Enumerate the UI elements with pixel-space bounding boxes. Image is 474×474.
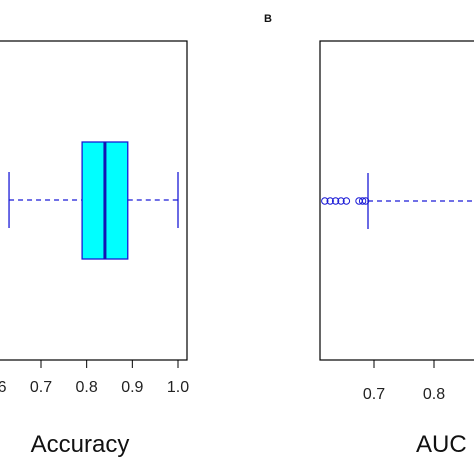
panel-b-outlier-point (361, 197, 370, 205)
panel-a-accuracy: 0.6 0.7 0.8 0.9 1.0 Accuracy (0, 40, 189, 458)
panel-b-letter: B (264, 13, 272, 25)
panel-b-outlier-point (337, 197, 345, 205)
panel-a-x-axis: 0.6 0.7 0.8 0.9 1.0 (0, 359, 189, 396)
panel-a-x-tick-label: 1.0 (167, 379, 189, 396)
panel-b-outlier-point (342, 197, 351, 205)
panel-b-x-axis-title: AUC (416, 431, 467, 458)
panel-b-x-tick-label: 0.8 (423, 386, 445, 403)
panel-b-outlier-point (321, 197, 329, 205)
panel-b-outlier-point (358, 197, 367, 205)
panel-a-x-tick-label: 0.9 (121, 379, 143, 396)
panel-b-boxplot (321, 173, 474, 229)
panel-a-x-tick-label: 0.8 (76, 379, 98, 396)
panel-b-outlier-point (326, 197, 334, 205)
panel-a-boxplot (8, 141, 179, 260)
panel-a-x-tick-label: 0.7 (30, 379, 52, 396)
panel-a-x-tick-label: 0.6 (0, 379, 7, 396)
panel-b-x-tick-label: 0.7 (363, 386, 385, 403)
panel-b-outlier-point (331, 197, 340, 205)
panel-b-auc: B 0.7 0.8 AUC (264, 13, 474, 458)
panel-a-x-axis-title: Accuracy (31, 431, 130, 458)
panel-b-x-axis: 0.7 0.8 (363, 359, 445, 403)
